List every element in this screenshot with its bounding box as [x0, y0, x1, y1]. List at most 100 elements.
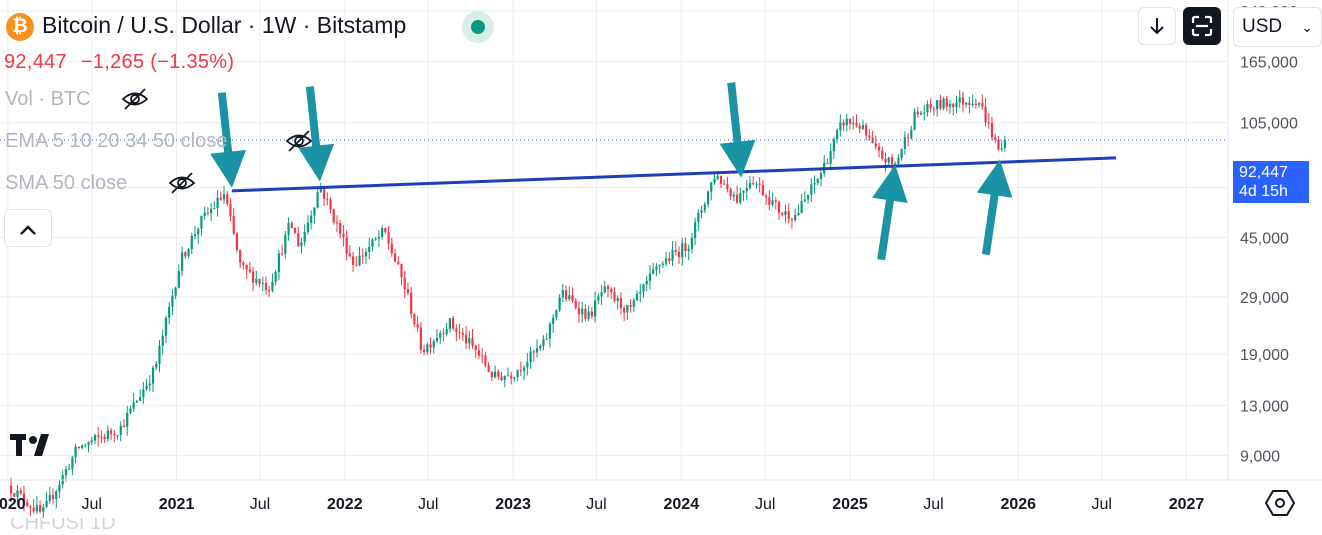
candle-body [516, 370, 519, 378]
candle-body [906, 137, 910, 139]
candle-body [13, 493, 16, 497]
candle-body [597, 296, 600, 301]
candle-body [658, 264, 661, 267]
candle-body [132, 402, 135, 409]
candle-body [109, 430, 113, 435]
candle-body [836, 130, 839, 140]
candle-body [403, 277, 406, 290]
candle-body [184, 252, 187, 257]
candle-body [274, 272, 277, 282]
candle-body [555, 310, 558, 318]
candle-body [148, 383, 151, 386]
candle-body [135, 400, 139, 403]
candle-body [916, 111, 919, 115]
candle-body [9, 485, 13, 494]
tradingview-logo-icon[interactable] [8, 430, 62, 460]
candle-body [571, 295, 574, 301]
price-change-readout: 92,447 −1,265 (−1.35%) [4, 51, 234, 74]
candle-body [903, 137, 906, 149]
candle-body [310, 215, 313, 223]
candle-body [848, 118, 852, 124]
candle-body [523, 367, 526, 371]
candle-body [919, 112, 923, 115]
candle-body [674, 250, 677, 252]
candle-body [332, 209, 335, 223]
candle-body [316, 192, 319, 208]
candle-body [342, 233, 345, 238]
candle-body [171, 295, 174, 307]
candle-body [768, 197, 771, 205]
currency-select[interactable]: USD ⌄ [1233, 7, 1322, 47]
hidden-eye-icon[interactable] [167, 171, 197, 195]
candle-body [700, 210, 703, 213]
candle-body [787, 211, 790, 220]
candle-body [42, 507, 45, 512]
candle-body [758, 183, 761, 185]
indicator-volume[interactable]: Vol · BTC [5, 88, 91, 110]
candle-body [519, 370, 522, 372]
candle-body [326, 199, 329, 201]
candle-body [306, 222, 310, 233]
candle-body [929, 103, 932, 109]
candle-body [648, 273, 652, 281]
indicator-sma[interactable]: SMA 50 close [5, 172, 128, 194]
hidden-eye-icon[interactable] [284, 129, 314, 153]
y-tick-label: 13,000 [1240, 399, 1289, 416]
download-button[interactable] [1138, 7, 1176, 45]
candle-body [180, 252, 184, 272]
candle-body [497, 371, 500, 377]
candle-body [351, 256, 355, 265]
candle-body [339, 222, 342, 234]
candle-body [313, 207, 316, 216]
candle-body [687, 248, 690, 251]
candle-body [755, 183, 758, 185]
candle-body [729, 189, 732, 197]
candle-body [777, 201, 781, 213]
candle-body [300, 242, 303, 247]
candle-body [422, 349, 426, 353]
x-tick-label: 2020 [0, 496, 26, 513]
candle-body [723, 183, 726, 185]
candle-body [913, 111, 916, 130]
y-tick-label: 105,000 [1240, 116, 1298, 133]
candle-body [506, 375, 510, 377]
collapse-legend-button[interactable] [4, 209, 52, 247]
candle-body [210, 208, 213, 214]
candle-body [994, 137, 997, 140]
badge-price: 92,447 [1239, 164, 1288, 181]
candle-body [761, 184, 764, 196]
candle-body [784, 211, 787, 215]
settings-hexagon-icon[interactable] [1263, 486, 1297, 520]
indicator-ema[interactable]: EMA 5 10 20 34 50 close [5, 130, 228, 152]
chart-axes: 9,00013,00019,00029,00045,00065,000105,0… [0, 0, 1322, 513]
candle-body [303, 232, 306, 243]
candle-body [129, 408, 132, 413]
candle-body [151, 367, 155, 384]
fullscreen-button[interactable] [1183, 7, 1221, 45]
candle-body [68, 468, 71, 470]
candle-body [461, 332, 464, 335]
candle-body [16, 490, 19, 497]
annotation-arrow-down [210, 92, 246, 188]
symbol-title[interactable]: Bitcoin / U.S. Dollar · 1W · Bitstamp [42, 12, 407, 38]
candle-body [590, 311, 593, 317]
candle-body [474, 345, 477, 351]
candle-body [513, 377, 516, 379]
candle-body [319, 188, 322, 193]
candle-body [90, 440, 93, 443]
candle-body [142, 389, 145, 398]
candle-body [1000, 148, 1003, 150]
y-tick-label: 19,000 [1240, 347, 1289, 364]
candle-body [1003, 139, 1006, 149]
candle-body [103, 436, 106, 440]
candle-body [826, 162, 829, 164]
candle-body [168, 306, 171, 318]
candle-body [87, 442, 90, 446]
market-status-icon[interactable] [462, 11, 494, 43]
candle-body [232, 216, 235, 234]
hidden-eye-icon[interactable] [120, 87, 150, 111]
candle-body [842, 122, 845, 126]
candle-body [594, 300, 597, 317]
candle-body [248, 269, 251, 272]
